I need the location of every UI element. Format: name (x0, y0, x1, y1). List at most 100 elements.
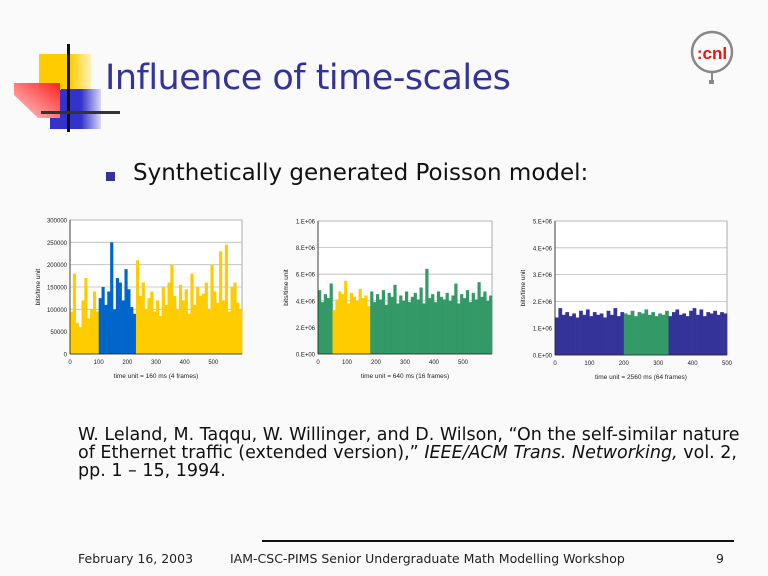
y-tick-label: 3.E+06 (533, 273, 553, 279)
bar (445, 292, 449, 354)
bar (349, 292, 354, 354)
x-tick-label: 0 (68, 360, 72, 366)
bar (483, 291, 487, 354)
x-tick-label: 500 (722, 361, 733, 367)
bar (671, 312, 676, 355)
bar (323, 294, 327, 354)
bar (561, 314, 566, 355)
bar (723, 313, 728, 355)
bar (439, 296, 443, 354)
bar (471, 292, 475, 354)
x-axis-label: time unit = 640 ms (16 frames) (361, 373, 449, 380)
bar (606, 310, 611, 355)
bar (224, 244, 228, 354)
y-tick-label: 4.E+06 (533, 246, 553, 252)
bar (199, 295, 203, 354)
bar (396, 303, 400, 354)
bar (370, 291, 374, 354)
title-decoration (0, 40, 120, 140)
x-tick-label: 300 (151, 360, 162, 366)
bar (457, 303, 461, 354)
bar (692, 308, 697, 355)
bar (463, 298, 467, 354)
bar (216, 302, 220, 354)
bar (675, 309, 680, 355)
bar (416, 299, 420, 354)
bar (233, 282, 237, 354)
bar (579, 310, 583, 355)
bar (658, 313, 662, 355)
bar (716, 314, 721, 355)
bar (84, 278, 88, 354)
bar (361, 298, 365, 354)
svg-text::cnl: :cnl (697, 44, 727, 63)
x-tick-label: 400 (180, 360, 191, 366)
reference-citation: W. Leland, M. Taqqu, W. Willinger, and D… (78, 426, 748, 480)
bar (167, 282, 171, 354)
bar (668, 316, 673, 355)
bar (156, 300, 160, 354)
footer-divider (262, 540, 734, 542)
bar (702, 316, 707, 355)
y-tick-label: 1.E+06 (296, 220, 316, 226)
y-tick-label: 2.E+06 (296, 326, 316, 332)
bar (378, 299, 383, 354)
bar (201, 293, 206, 354)
x-tick-label: 200 (122, 360, 133, 366)
bar (135, 260, 140, 354)
bar (153, 311, 157, 354)
bar (196, 287, 200, 354)
bar (565, 312, 570, 355)
bar (620, 312, 625, 355)
bar (428, 298, 432, 354)
bar (358, 288, 362, 354)
bar (410, 296, 414, 354)
bar (81, 300, 85, 354)
bar (181, 300, 185, 354)
bar (654, 316, 659, 355)
bar (381, 290, 385, 354)
bar (147, 298, 151, 354)
bar (402, 300, 406, 354)
bar (413, 292, 417, 354)
bar (431, 294, 435, 354)
y-tick-label: 150000 (47, 286, 68, 292)
bar (107, 291, 111, 354)
bar (219, 251, 223, 354)
bar (78, 327, 82, 354)
bar (630, 310, 635, 355)
bar (585, 309, 590, 355)
bar (164, 304, 168, 354)
bar (187, 313, 191, 354)
x-tick-label: 0 (316, 360, 320, 366)
bar (376, 294, 380, 354)
bar (141, 282, 145, 354)
bar (320, 302, 325, 354)
bar (558, 308, 563, 355)
x-tick-label: 400 (429, 360, 440, 366)
y-tick-label: 300000 (47, 219, 68, 225)
bar (699, 309, 704, 355)
bar (72, 273, 77, 354)
y-tick-label: 5.E+06 (533, 220, 553, 226)
y-tick-label: 1.E+06 (533, 327, 553, 333)
decoration-graphic (14, 44, 120, 132)
bar (407, 302, 412, 354)
x-tick-label: 100 (94, 360, 105, 366)
bar (706, 312, 711, 355)
bar (575, 317, 580, 355)
bar (637, 312, 642, 355)
cnl-logo: :cnl (688, 30, 736, 86)
bar (113, 309, 117, 354)
bar (138, 295, 142, 354)
bar (110, 242, 114, 354)
x-tick-label: 300 (653, 361, 664, 367)
bar (555, 317, 559, 355)
bar (173, 295, 177, 354)
bullet-icon (106, 172, 115, 181)
bar (221, 300, 226, 354)
bar (454, 283, 458, 354)
bar (150, 291, 154, 354)
